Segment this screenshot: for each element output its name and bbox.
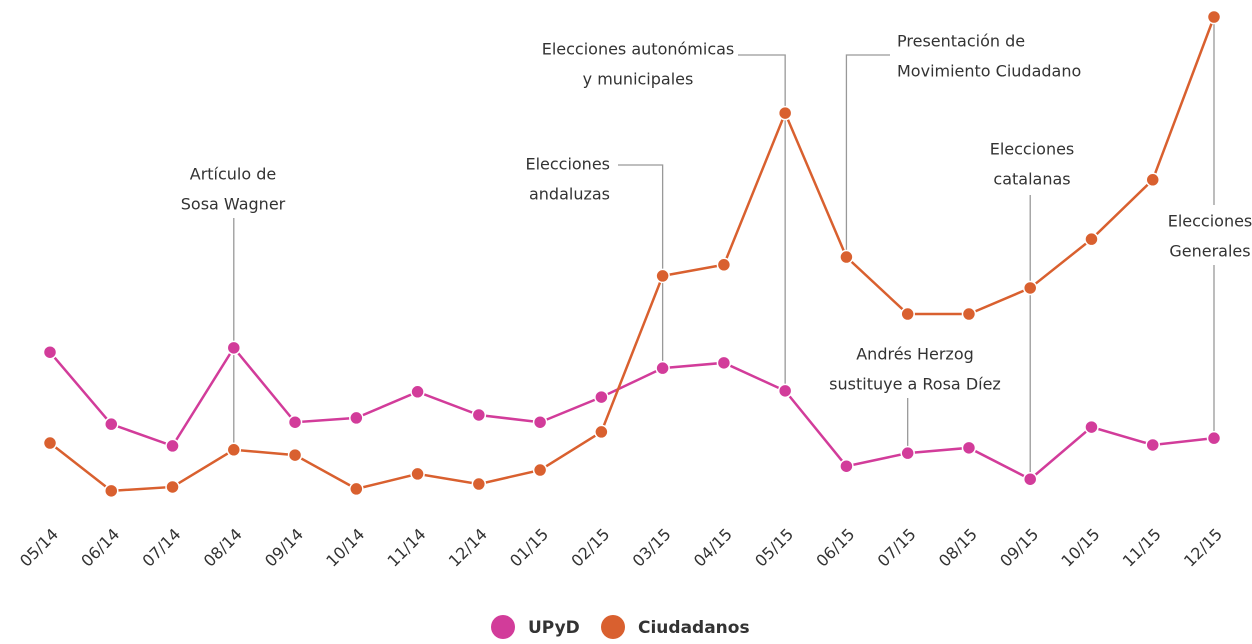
data-point <box>287 447 303 463</box>
data-point <box>655 360 670 376</box>
data-point <box>1084 419 1099 435</box>
x-tick-label: 12/15 <box>1180 525 1226 571</box>
data-point <box>839 249 854 265</box>
data-point <box>42 344 58 360</box>
x-tick-label: 08/14 <box>200 525 246 571</box>
annotation-text: Elecciones <box>990 140 1075 159</box>
data-point <box>1206 9 1222 25</box>
x-tick-label: 01/15 <box>506 525 552 571</box>
x-tick-label: 03/15 <box>629 525 675 571</box>
x-tick-label: 08/15 <box>935 525 981 571</box>
data-point <box>471 476 487 492</box>
data-point <box>1022 280 1038 296</box>
legend-swatch <box>491 615 515 639</box>
data-point <box>1022 471 1038 487</box>
x-tick-label: 07/15 <box>874 525 920 571</box>
annotation-text: Elecciones <box>1168 212 1252 231</box>
annotation-text: Elecciones autonómicas <box>542 40 735 59</box>
data-point <box>594 389 609 405</box>
x-tick-label: 09/14 <box>261 525 307 571</box>
data-point <box>961 306 977 322</box>
data-point <box>410 384 425 400</box>
data-point <box>900 306 915 322</box>
x-tick-label: 07/14 <box>138 525 184 571</box>
data-point <box>42 435 58 451</box>
data-point <box>716 355 732 371</box>
annotation-text: Presentación de <box>897 32 1025 51</box>
data-point <box>349 410 364 426</box>
annotation-text: Elecciones <box>525 155 610 174</box>
x-tick-label: 05/15 <box>751 525 797 571</box>
annotation-text: sustituye a Rosa Díez <box>829 375 1001 394</box>
legend-label: UPyD <box>528 618 580 638</box>
data-point <box>900 445 915 461</box>
data-point <box>1145 437 1160 453</box>
data-point <box>226 442 242 458</box>
x-tick-label: 04/15 <box>690 525 736 571</box>
data-point <box>226 340 242 356</box>
data-point <box>349 481 364 497</box>
annotation-text: Generales <box>1169 242 1250 261</box>
data-point <box>777 105 793 121</box>
data-point <box>1206 430 1222 446</box>
data-point <box>532 414 548 430</box>
series-line <box>49 16 1216 493</box>
x-tick-label: 05/14 <box>16 525 62 571</box>
legend-label: Ciudadanos <box>638 618 750 638</box>
annotation-leader <box>845 54 890 258</box>
data-point <box>1145 172 1160 188</box>
x-tick-label: 10/15 <box>1057 525 1103 571</box>
annotation-leader <box>618 164 664 369</box>
data-point <box>777 383 793 399</box>
annotation-text: Andrés Herzog <box>856 345 974 364</box>
data-point <box>471 407 487 423</box>
data-point <box>594 424 609 440</box>
data-point <box>104 483 119 499</box>
data-point <box>532 462 548 478</box>
x-tick-label: 02/15 <box>567 525 613 571</box>
x-tick-label: 12/14 <box>445 525 491 571</box>
data-point <box>716 257 732 273</box>
annotation-text: andaluzas <box>529 185 610 204</box>
data-point <box>839 458 854 474</box>
x-tick-label: 06/14 <box>77 525 123 571</box>
legend-swatch <box>601 615 625 639</box>
x-tick-label: 10/14 <box>322 525 368 571</box>
annotation-leader <box>738 54 786 391</box>
annotation-text: Sosa Wagner <box>181 195 286 214</box>
annotation-text: catalanas <box>993 170 1070 189</box>
x-tick-label: 11/15 <box>1119 525 1165 571</box>
data-point <box>165 438 180 454</box>
data-point <box>287 414 303 430</box>
annotation-text: Artículo de <box>190 165 277 184</box>
data-point <box>961 440 977 456</box>
data-point <box>410 466 425 482</box>
x-tick-label: 06/15 <box>812 525 858 571</box>
data-point <box>104 416 119 432</box>
data-point <box>1084 231 1099 247</box>
annotation-text: Movimiento Ciudadano <box>897 62 1081 81</box>
x-tick-label: 09/15 <box>996 525 1042 571</box>
x-tick-label: 11/14 <box>384 525 430 571</box>
series-line <box>49 345 1215 481</box>
annotation-text: y municipales <box>583 70 694 89</box>
data-point <box>165 479 180 495</box>
data-point <box>655 268 670 284</box>
